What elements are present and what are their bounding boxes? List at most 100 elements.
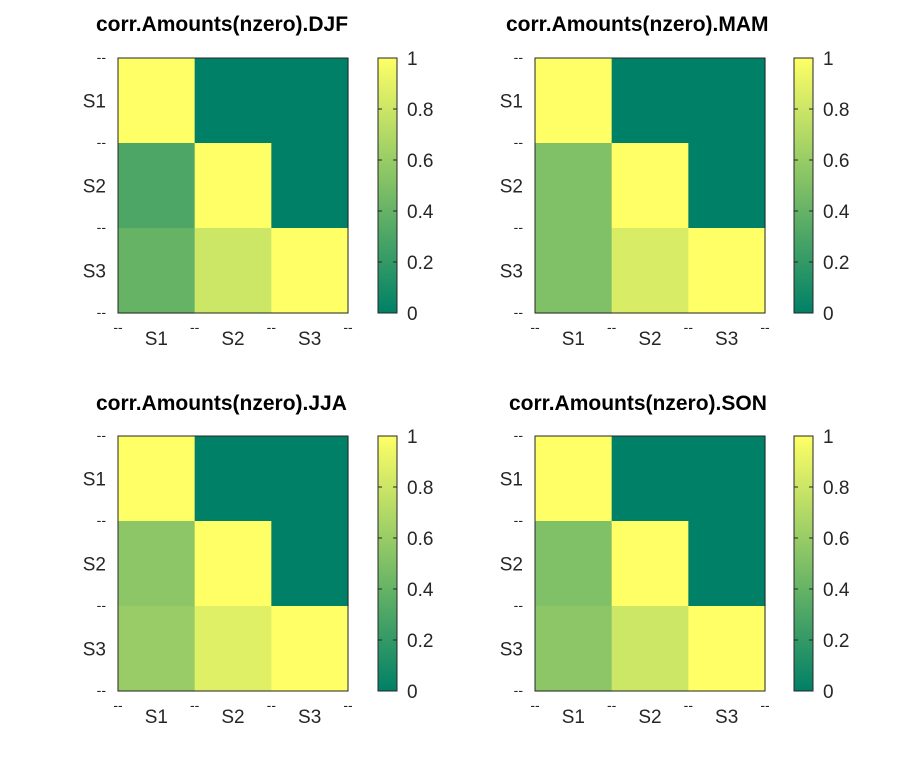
x-boundary-tick-label: -- bbox=[190, 319, 200, 335]
colorbar-tick-label: 0 bbox=[823, 304, 834, 325]
colorbar-tick-label: 0.6 bbox=[407, 151, 433, 172]
heatmap-panel-2: corr.Amounts(nzero).MAM S1 S2 S3 -- -- -- -- S1 S… bbox=[500, 13, 850, 350]
x-boundary-tick-label: -- bbox=[267, 319, 277, 335]
x-boundary-tick-label: -- bbox=[343, 697, 353, 713]
y-boundary-tick-label: -- bbox=[97, 427, 107, 443]
y-tick-label: S2 bbox=[83, 555, 106, 576]
axes-frame bbox=[117, 435, 349, 692]
colorbar bbox=[793, 57, 814, 314]
heatmap-cell bbox=[688, 436, 766, 522]
heatmap-cell bbox=[535, 606, 613, 692]
x-boundary-tick-label: -- bbox=[343, 319, 353, 335]
x-tick-label: S2 bbox=[221, 329, 244, 350]
heatmap-cell bbox=[118, 228, 196, 314]
y-boundary-tick-label: -- bbox=[514, 512, 524, 528]
heatmap-cell bbox=[271, 228, 349, 314]
colorbar-tick-label: 0.8 bbox=[823, 478, 849, 499]
colorbar-tick-label: 0.4 bbox=[407, 202, 434, 223]
y-tick-label: S3 bbox=[83, 262, 106, 283]
panel-title: corr.Amounts(nzero).JJA bbox=[96, 392, 347, 415]
heatmap-cell bbox=[688, 521, 766, 607]
colorbar bbox=[793, 435, 814, 692]
heatmap-cell bbox=[611, 58, 689, 144]
heatmap-cell bbox=[611, 143, 689, 229]
heatmap-cell bbox=[535, 228, 613, 314]
y-boundary-tick-label: -- bbox=[514, 682, 524, 698]
heatmap-cell bbox=[194, 143, 272, 229]
y-boundary-tick-label: -- bbox=[97, 49, 107, 65]
heatmap-cell bbox=[688, 606, 766, 692]
x-tick-label: S1 bbox=[562, 329, 585, 350]
y-tick-label: S1 bbox=[500, 470, 523, 491]
x-tick-label: S3 bbox=[298, 707, 321, 728]
x-tick-label: S3 bbox=[715, 329, 738, 350]
colorbar bbox=[377, 435, 398, 692]
x-boundary-tick-label: -- bbox=[113, 319, 123, 335]
x-boundary-tick-label: -- bbox=[607, 319, 617, 335]
y-tick-label: S1 bbox=[83, 92, 106, 113]
heatmap-cell bbox=[688, 143, 766, 229]
heatmap-panel-4: corr.Amounts(nzero).SON S1 S2 S3 -- -- -- -- S1 S… bbox=[500, 392, 850, 728]
heatmap-cell bbox=[611, 228, 689, 314]
colorbar bbox=[377, 57, 398, 314]
heatmap-cell bbox=[118, 143, 196, 229]
colorbar-tick-label: 1 bbox=[407, 427, 418, 448]
x-boundary-tick-label: -- bbox=[684, 319, 694, 335]
panel-title: corr.Amounts(nzero).MAM bbox=[506, 13, 769, 36]
x-tick-label: S1 bbox=[145, 329, 168, 350]
colorbar-tick-label: 0.6 bbox=[823, 151, 849, 172]
colorbar-tick-label: 0 bbox=[823, 682, 834, 703]
axes-frame bbox=[117, 57, 349, 314]
heatmap-panel-3: corr.Amounts(nzero).JJA S1 S2 S3 -- -- -- -- S1 S… bbox=[83, 392, 434, 728]
y-tick-label: S3 bbox=[83, 640, 106, 661]
x-boundary-tick-label: -- bbox=[760, 319, 770, 335]
x-boundary-tick-label: -- bbox=[267, 697, 277, 713]
colorbar-tick-label: 0.4 bbox=[823, 202, 850, 223]
x-boundary-tick-label: -- bbox=[684, 697, 694, 713]
colorbar-tick-label: 0.6 bbox=[823, 529, 849, 550]
y-boundary-tick-label: -- bbox=[97, 304, 107, 320]
x-boundary-tick-label: -- bbox=[190, 697, 200, 713]
panel-title: corr.Amounts(nzero).SON bbox=[509, 392, 767, 415]
y-boundary-tick-label: -- bbox=[514, 304, 524, 320]
x-tick-label: S2 bbox=[638, 329, 661, 350]
y-tick-label: S2 bbox=[500, 555, 523, 576]
axes-frame bbox=[534, 435, 766, 692]
y-tick-label: S1 bbox=[83, 470, 106, 491]
colorbar-tick-label: 0.8 bbox=[407, 100, 433, 121]
y-tick-label: S2 bbox=[83, 177, 106, 198]
heatmap-cell bbox=[535, 436, 613, 522]
colorbar-tick-label: 0.6 bbox=[407, 529, 433, 550]
colorbar-tick-label: 0.2 bbox=[823, 631, 849, 652]
y-boundary-tick-label: -- bbox=[97, 219, 107, 235]
heatmap-cell bbox=[688, 228, 766, 314]
y-tick-label: S3 bbox=[500, 262, 523, 283]
heatmap-cell bbox=[535, 143, 613, 229]
heatmap-cell bbox=[611, 606, 689, 692]
panel-title: corr.Amounts(nzero).DJF bbox=[96, 13, 348, 36]
colorbar-tick-label: 0.8 bbox=[407, 478, 433, 499]
y-tick-label: S2 bbox=[500, 177, 523, 198]
y-boundary-tick-label: -- bbox=[97, 512, 107, 528]
heatmap-cell bbox=[194, 521, 272, 607]
heatmap-cell bbox=[118, 436, 196, 522]
colorbar-tick-label: 0.2 bbox=[407, 631, 433, 652]
heatmap-cell bbox=[194, 606, 272, 692]
colorbar-tick-label: 1 bbox=[407, 49, 418, 70]
y-boundary-tick-label: -- bbox=[97, 134, 107, 150]
heatmap-cell bbox=[611, 521, 689, 607]
y-boundary-tick-label: -- bbox=[514, 219, 524, 235]
y-boundary-tick-label: -- bbox=[514, 49, 524, 65]
x-boundary-tick-label: -- bbox=[607, 697, 617, 713]
y-tick-label: S3 bbox=[500, 640, 523, 661]
colorbar-tick-label: 1 bbox=[823, 427, 834, 448]
y-boundary-tick-label: -- bbox=[97, 682, 107, 698]
x-boundary-tick-label: -- bbox=[530, 697, 540, 713]
x-tick-label: S1 bbox=[562, 707, 585, 728]
colorbar-tick-label: 0.8 bbox=[823, 100, 849, 121]
heatmap-cell bbox=[118, 58, 196, 144]
heatmap-cell bbox=[535, 58, 613, 144]
heatmap-cell bbox=[271, 606, 349, 692]
heatmap-cell bbox=[118, 521, 196, 607]
